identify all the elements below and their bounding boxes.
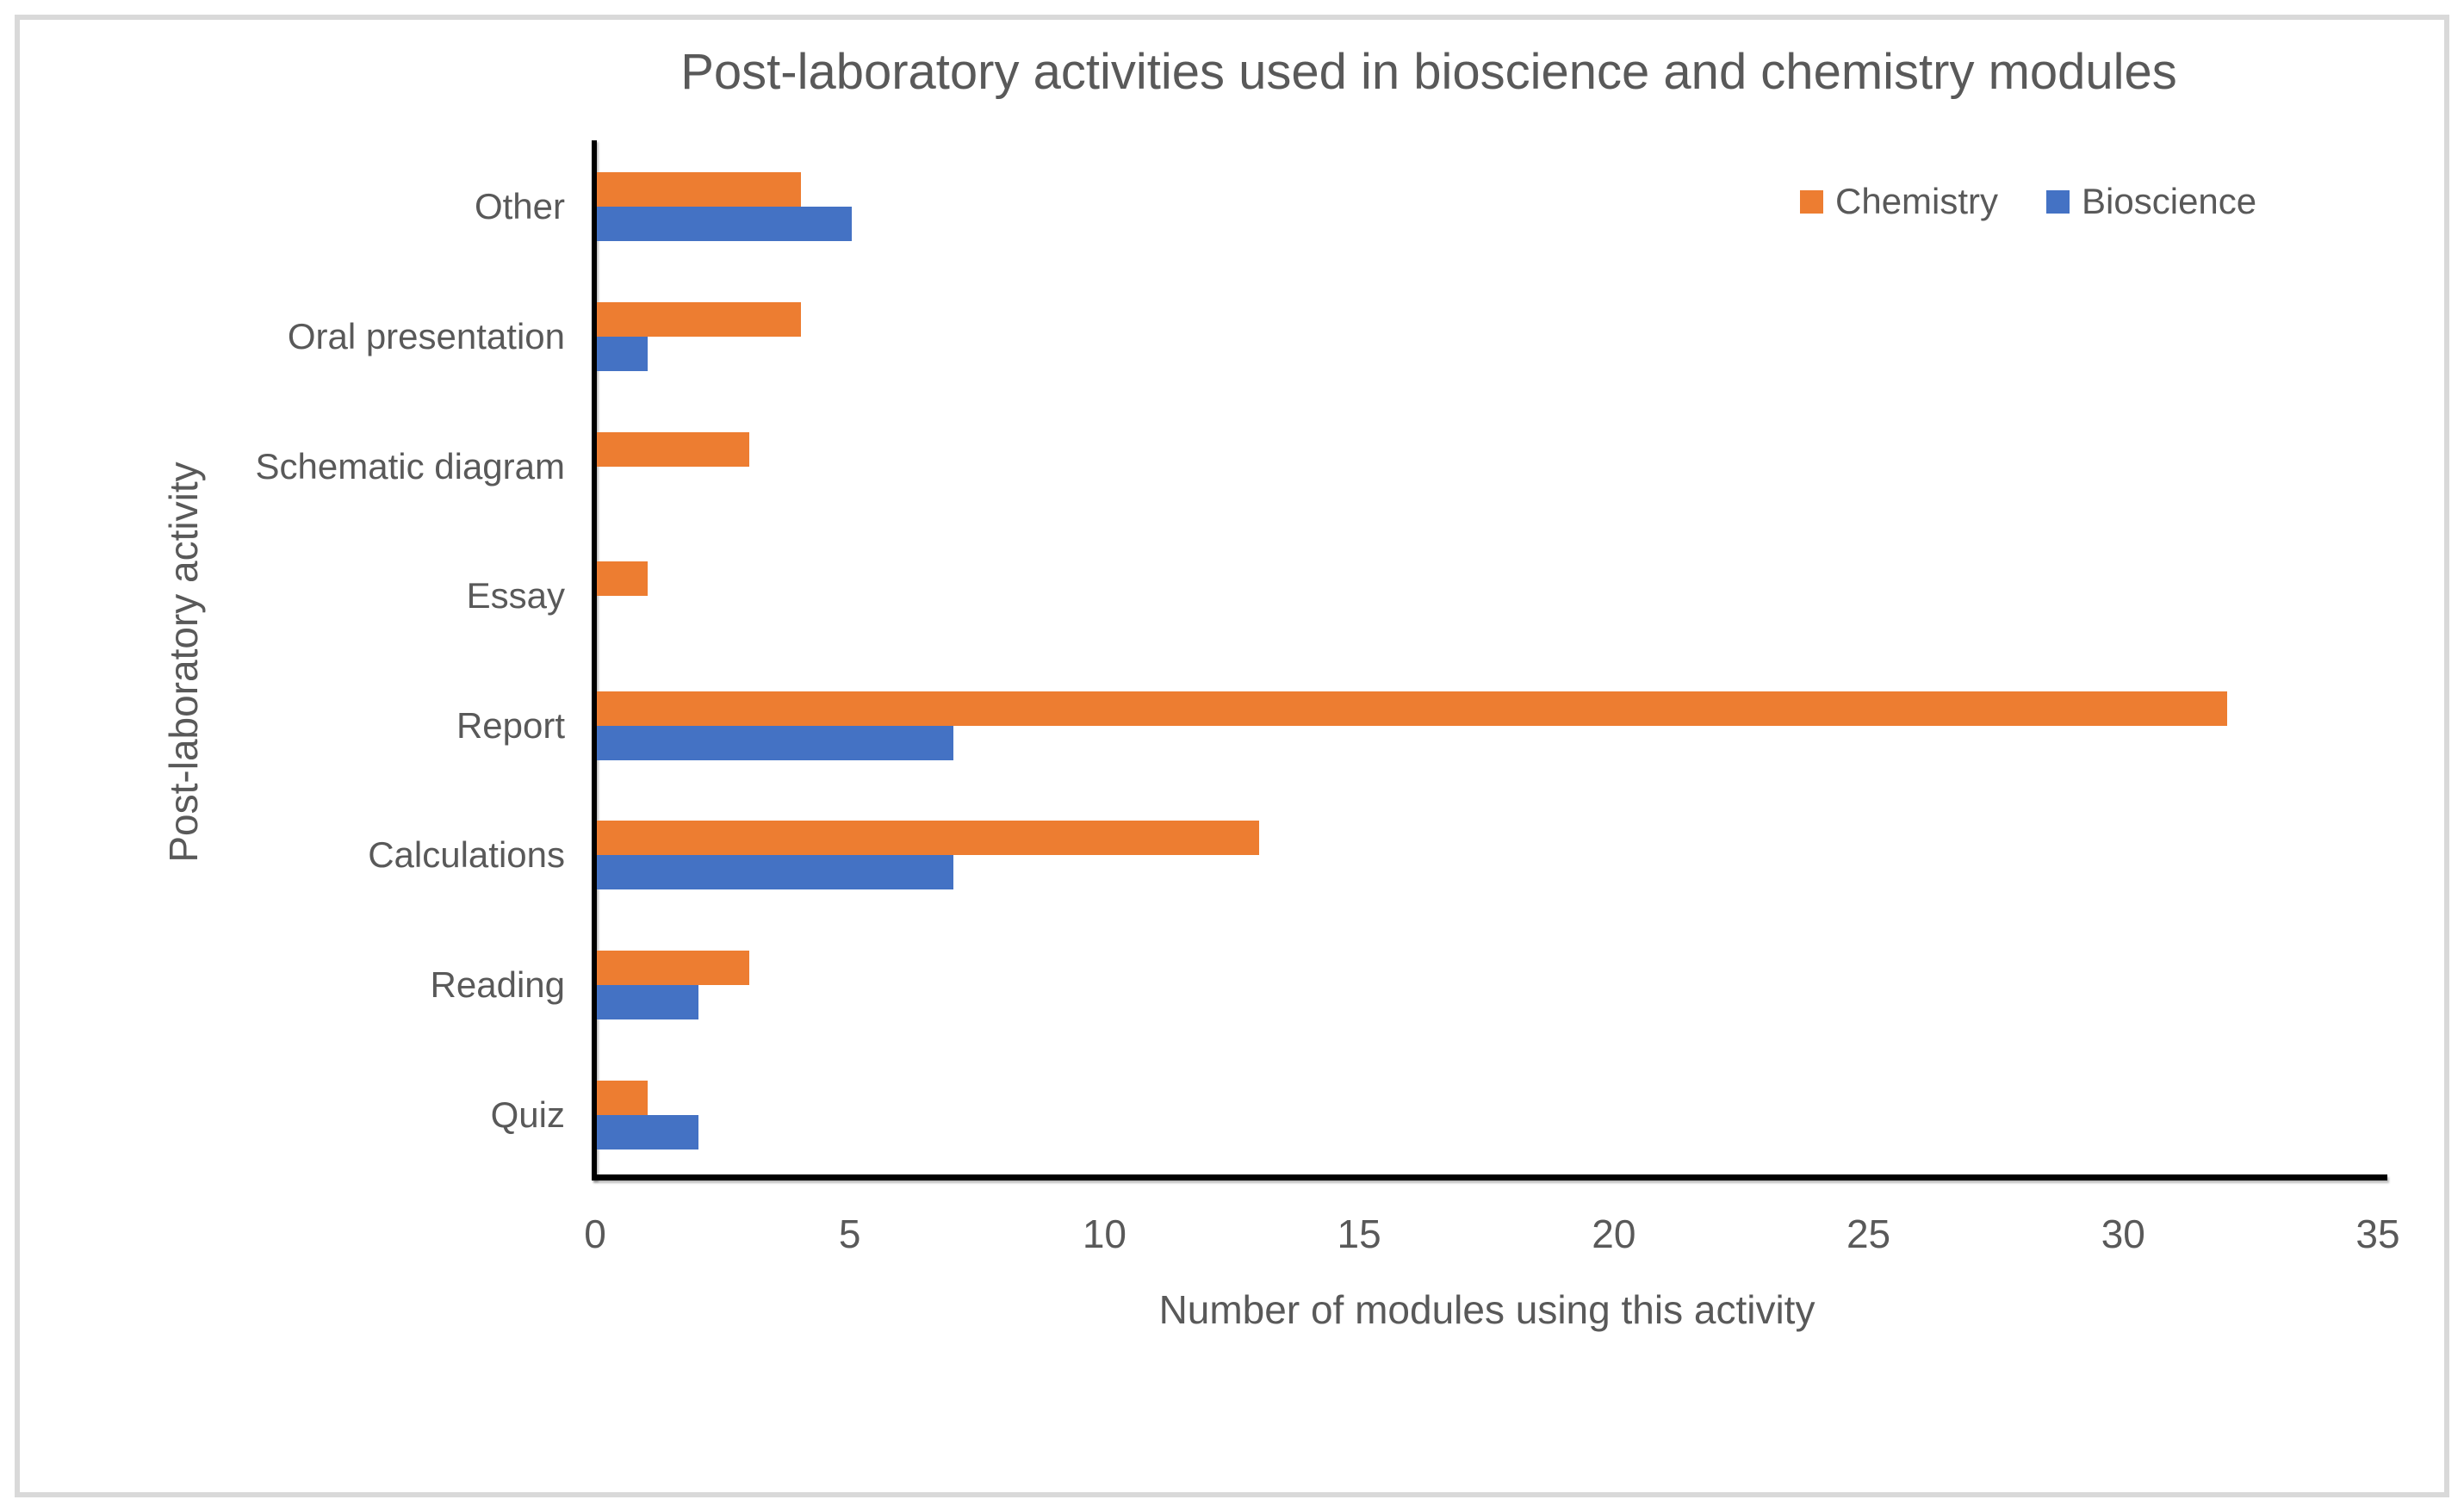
bar-bioscience-quiz: [597, 1114, 699, 1149]
x-tick-label-10: 10: [1082, 1211, 1126, 1256]
legend-swatch-bioscience: [2046, 189, 2070, 214]
bar-bioscience-other: [597, 207, 852, 242]
legend-swatch-chemistry: [1800, 189, 1823, 214]
bar-chemistry-reading: [597, 951, 750, 986]
category-label-oral-presentation: Oral presentation: [287, 315, 565, 356]
x-tick-label-20: 20: [1592, 1211, 1636, 1256]
x-tick-label-15: 15: [1337, 1211, 1381, 1256]
bar-chemistry-quiz: [597, 1080, 649, 1115]
legend-label-bioscience: Bioscience: [2082, 181, 2257, 221]
x-tick-label-35: 35: [2355, 1211, 2400, 1256]
x-axis-title: Number of modules using this activity: [1158, 1287, 1815, 1332]
bar-chemistry-other: [597, 172, 801, 208]
category-label-schematic-diagram: Schematic diagram: [255, 445, 565, 486]
category-label-report: Report: [456, 704, 565, 746]
chart-title: Post-laboratory activities used in biosc…: [680, 44, 2177, 100]
legend-label-chemistry: Chemistry: [1835, 181, 1999, 221]
legend-item-bioscience: Bioscience: [2046, 181, 2256, 222]
category-label-quiz: Quiz: [490, 1094, 565, 1135]
legend: Chemistry Bioscience: [1800, 181, 2256, 222]
x-tick-label-25: 25: [1846, 1211, 1891, 1256]
legend-item-chemistry: Chemistry: [1800, 181, 1998, 222]
category-label-calculations: Calculations: [368, 834, 565, 876]
x-axis-line: [592, 1174, 2387, 1180]
bar-chemistry-calculations: [597, 821, 1259, 856]
x-tick-label-30: 30: [2101, 1211, 2145, 1256]
category-label-essay: Essay: [466, 575, 565, 617]
bar-chemistry-essay: [597, 561, 649, 597]
x-tick-label-0: 0: [584, 1211, 606, 1256]
figure-border: [15, 15, 2449, 1497]
category-label-reading: Reading: [430, 964, 565, 1006]
bar-chemistry-schematic-diagram: [597, 431, 750, 467]
bar-bioscience-calculations: [597, 855, 953, 890]
bar-chemistry-report: [597, 691, 2227, 726]
y-axis-line: [592, 140, 597, 1180]
category-label-other: Other: [474, 186, 565, 227]
bar-bioscience-oral-presentation: [597, 336, 649, 371]
bar-bioscience-reading: [597, 985, 699, 1020]
bar-chemistry-oral-presentation: [597, 301, 801, 337]
x-tick-label-5: 5: [838, 1211, 861, 1256]
bar-bioscience-report: [597, 725, 953, 760]
